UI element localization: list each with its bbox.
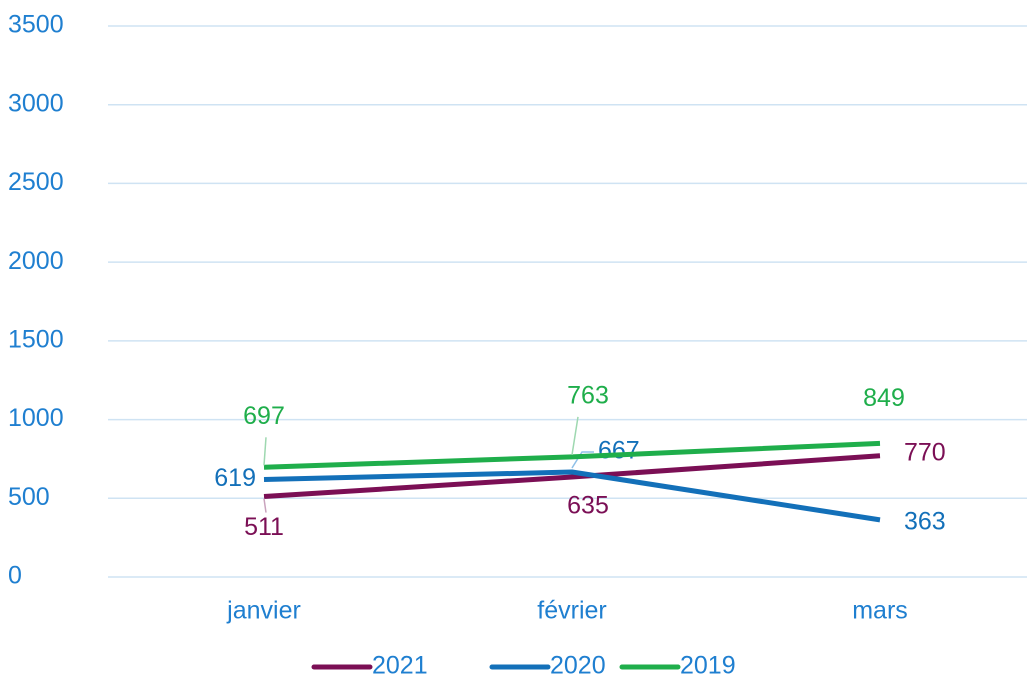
leader-line <box>263 437 267 466</box>
x-tick-label: janvier <box>226 597 301 625</box>
y-tick-label: 500 <box>8 483 50 511</box>
legend-label: 2019 <box>680 652 736 680</box>
data-label: 667 <box>598 437 640 465</box>
legend-label: 2020 <box>550 652 606 680</box>
data-label: 511 <box>244 513 284 541</box>
y-tick-label: 0 <box>8 562 22 590</box>
y-tick-label: 3000 <box>8 89 64 117</box>
data-label: 619 <box>214 464 256 492</box>
data-label: 697 <box>243 402 285 430</box>
y-tick-label: 1000 <box>8 404 64 432</box>
x-tick-label: mars <box>852 597 908 625</box>
leader-line <box>571 451 594 469</box>
y-tick-label: 1500 <box>8 325 64 353</box>
legend-label: 2021 <box>372 652 428 680</box>
leader-line <box>263 498 267 513</box>
data-label: 363 <box>904 507 946 535</box>
x-tick-label: février <box>537 597 606 625</box>
data-label: 849 <box>863 384 905 412</box>
y-tick-label: 3500 <box>8 11 64 39</box>
line-series <box>263 453 881 500</box>
data-label: 635 <box>567 492 609 520</box>
line-series <box>263 440 881 470</box>
data-label: 763 <box>567 381 609 409</box>
y-tick-label: 2000 <box>8 247 64 275</box>
line-series <box>263 469 881 523</box>
leader-line <box>571 416 579 455</box>
y-tick-label: 2500 <box>8 168 64 196</box>
data-label: 770 <box>904 438 946 466</box>
